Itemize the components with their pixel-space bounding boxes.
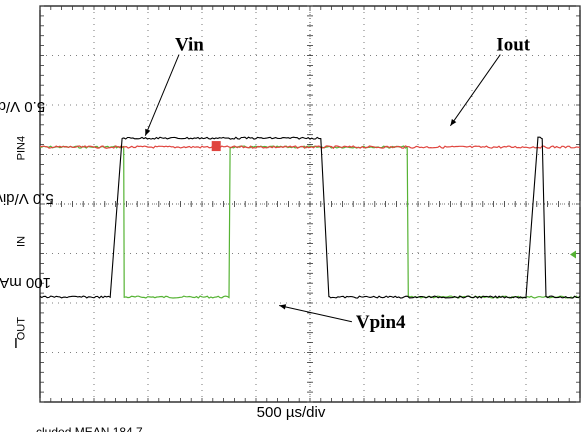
vin-trace [40,145,581,150]
vpin4-leader-arrowhead [279,304,287,310]
vin-label: Vin [175,35,204,56]
iout-label: Iout [496,35,530,56]
y-axis-label: IOUT 100 mA, VIN 5.0 V/div, VPIN4 5.0 V/… [0,98,54,351]
ground-reference-arrow [570,250,576,259]
vin-leader-line [144,54,180,136]
vpin4-label: Vpin4 [356,312,406,333]
iout-trace [39,136,581,299]
vin-leader-arrowhead [145,128,151,136]
vpin4-leader-line [279,304,353,323]
cut-off-measurement-text: cluded MEAN 184.7 ... [36,425,157,432]
iout-leader-arrowhead [450,118,457,126]
x-axis-label: 500 µs/div [256,404,326,421]
trigger-marker [211,141,221,152]
iout-leader-line [449,54,501,127]
